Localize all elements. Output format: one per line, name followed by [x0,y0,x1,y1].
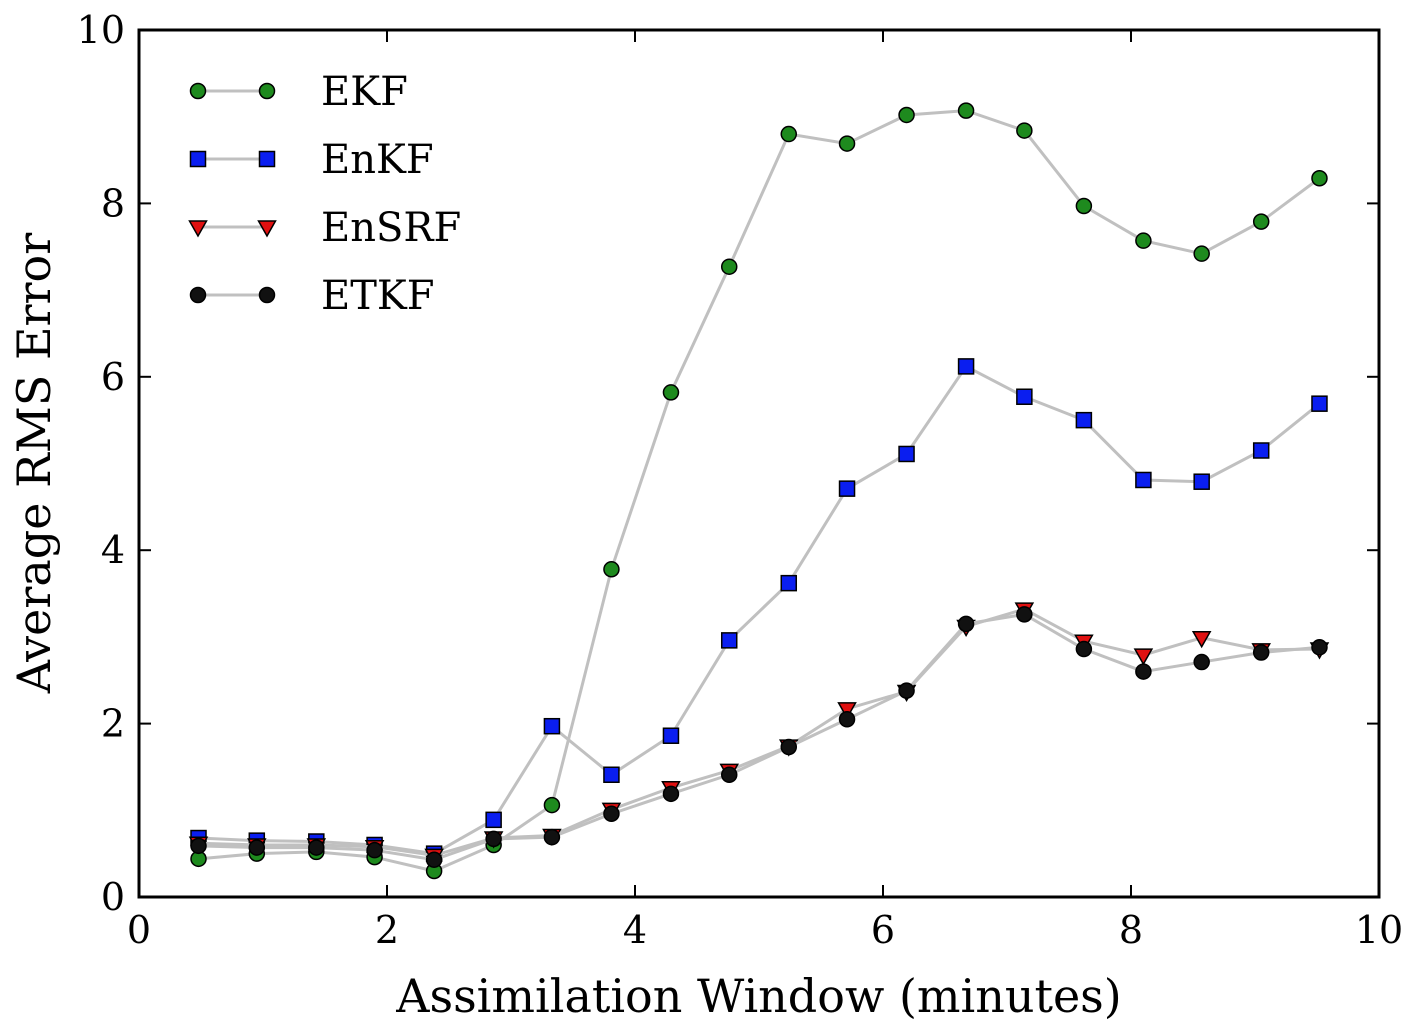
data-point-ekf [662,384,680,401]
data-point-etkf [838,711,856,728]
series-line-etkf [198,612,1320,862]
data-point-etkf [720,766,738,784]
data-point-etkf [425,851,443,868]
data-point-enkf [485,811,502,829]
data-point-ekf [603,561,620,578]
x-tick-label: 2 [375,908,399,952]
x-tick-label: 6 [871,908,895,952]
legend-label: EnSRF [321,205,461,251]
x-tick-label: 4 [623,908,647,952]
data-point-etkf [543,828,561,846]
plot-frame [137,28,1381,899]
data-point-etkf [898,682,915,699]
series-line-enkf [198,364,1321,856]
legend-marker [189,286,207,304]
data-point-ekf [1135,232,1152,249]
legend-label: ETKF [321,273,435,319]
legend-marker [258,286,276,304]
legend-entry-ensrf: EnSRF [188,205,461,251]
legend-marker [258,150,276,168]
data-point-etkf [308,839,325,856]
legend-marker [189,82,207,100]
data-point-etkf [957,615,975,633]
data-point-ensrf [837,702,857,720]
data-point-ekf [720,258,738,275]
data-point-ekf [1016,122,1033,139]
series-ensrf [188,602,1330,866]
data-point-etkf [1016,606,1033,623]
series-etkf [190,606,1328,868]
data-point-enkf [1252,442,1270,459]
data-point-ekf [1075,197,1093,215]
data-point-ensrf [1191,631,1212,649]
data-point-enkf [1311,395,1328,412]
data-point-ekf [543,796,561,814]
x-axis-label: Assimilation Window (minutes) [395,969,1122,1023]
data-point-enkf [780,574,798,592]
ticks-layer: 0 2 4 6 8 10 0 2 4 6 8 10 [77,8,1404,952]
y-axis-label: Average RMS Error [7,233,61,694]
legend-marker [188,220,208,238]
legend-label: EnKF [321,137,434,183]
x-tick-label: 8 [1119,908,1143,952]
data-point-etkf [248,839,266,856]
y-tick-label: 8 [101,181,125,225]
legend: EKF EnKF EnSRF ETKF [188,69,461,319]
legend-marker [257,220,277,238]
data-point-ekf [1252,213,1270,230]
data-point-etkf [780,738,798,756]
data-point-enkf [720,632,738,649]
data-point-ensrf [1133,648,1154,666]
data-point-enkf [898,445,915,463]
y-tick-label: 6 [101,355,125,399]
y-tick-label: 2 [101,702,125,746]
data-point-etkf [1252,644,1270,661]
legend-entry-etkf: ETKF [189,273,435,319]
data-point-etkf [1193,653,1210,671]
data-point-etkf [190,837,207,855]
data-point-enkf [603,766,620,784]
data-point-enkf [1016,388,1033,405]
legend-entry-ekf: EKF [189,69,408,115]
series-line-ekf [198,109,1321,873]
data-point-etkf [603,805,620,823]
data-point-ekf [780,125,798,143]
data-point-enkf [957,358,975,375]
x-tick-label: 10 [1355,908,1403,952]
data-point-enkf [1075,411,1093,429]
legend-entry-enkf: EnKF [189,137,434,183]
data-point-enkf [1193,473,1210,490]
x-tick-label: 0 [127,908,151,952]
data-point-etkf [485,830,502,848]
data-point-enkf [662,727,680,744]
data-point-ekf [838,135,856,152]
data-point-etkf [662,785,680,803]
series-layer [188,102,1330,880]
data-point-etkf [366,841,383,859]
data-point-ekf [1193,245,1210,262]
y-tick-label: 10 [77,8,125,52]
data-point-enkf [838,480,856,497]
legend-marker [189,150,207,168]
data-point-enkf [543,717,561,735]
y-tick-label: 4 [101,528,125,572]
data-point-enkf [1135,471,1152,489]
data-point-etkf [1075,640,1093,658]
legend-label: EKF [321,69,408,115]
data-point-etkf [1135,663,1152,680]
data-point-etkf [1311,639,1328,656]
data-point-ekf [898,106,915,124]
legend-marker [258,82,276,100]
data-point-ekf [957,102,975,119]
y-tick-label: 0 [101,875,125,919]
data-point-ekf [1311,170,1328,187]
series-line-ensrf [198,607,1320,857]
series-enkf [190,358,1328,862]
